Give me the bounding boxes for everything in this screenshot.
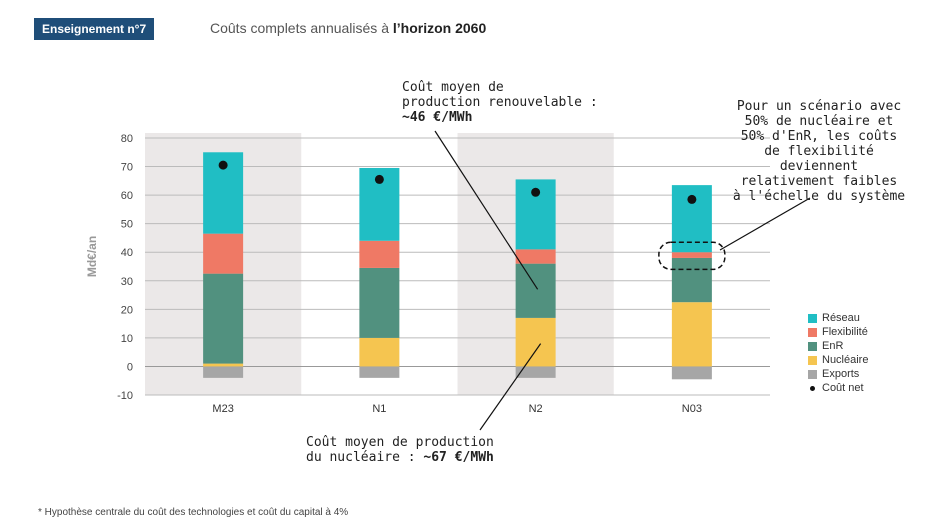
- bar-segment: [359, 366, 400, 378]
- legend-label: Coût net: [822, 382, 864, 394]
- legend-item: Flexibilité: [808, 325, 868, 339]
- renew-value: ~46 €/MWh: [402, 110, 473, 125]
- renew-line-2: production renouvelable :: [402, 95, 598, 110]
- legend-item: EnR: [808, 339, 868, 353]
- nuclear-leader-line: [479, 343, 542, 431]
- bar-segment: [671, 302, 712, 367]
- flex-line-1: Pour un scénario avec: [736, 99, 902, 114]
- legend-swatch: [808, 341, 817, 351]
- legend-label: Exports: [822, 368, 860, 380]
- bar-segment: [515, 317, 556, 367]
- legend-item: Réseau: [808, 311, 868, 325]
- bar-segment: [359, 337, 400, 367]
- renewable-cost-annotation: Coût moyen de production renouvelable : …: [402, 80, 598, 125]
- bar-segment: [671, 257, 712, 303]
- net-cost-point: [374, 174, 384, 184]
- bar-segment: [671, 366, 712, 380]
- flex-line-6: à l'échelle du système: [732, 189, 906, 204]
- nuclear-cost-annotation: Coût moyen de production du nucléaire : …: [306, 435, 494, 465]
- title-prefix: Coûts complets annualisés à: [210, 20, 393, 36]
- flex-line-2: 50% de nucléaire et: [744, 114, 894, 129]
- legend-label: Réseau: [822, 312, 860, 324]
- y-tick-label: 80: [121, 133, 133, 145]
- y-tick-label: 70: [121, 162, 133, 174]
- title-bold: l’horizon 2060: [392, 20, 487, 36]
- y-tick-label: 30: [121, 276, 133, 288]
- flex-line-5: relativement faibles: [740, 174, 898, 189]
- flexibility-leader-line: [719, 197, 811, 251]
- y-axis-label: Md€/an: [85, 236, 99, 277]
- net-cost-point: [218, 160, 228, 170]
- chart-legend: Réseau Flexibilité EnR Nucléaire Exports Coût…: [808, 311, 868, 395]
- y-tick-label: 50: [121, 219, 133, 231]
- y-tick-label: 40: [121, 247, 133, 259]
- flexibility-highlight-box: [658, 241, 726, 271]
- renew-line-1: Coût moyen de: [402, 80, 504, 95]
- flex-line-3: 50% d'EnR, les coûts: [740, 129, 898, 144]
- legend-label: Flexibilité: [822, 326, 868, 338]
- legend-label: EnR: [822, 340, 844, 352]
- flexibility-annotation: Pour un scénario avec 50% de nucléaire e…: [724, 99, 914, 204]
- legend-swatch: [808, 355, 817, 365]
- nuc-value: ~67 €/MWh: [423, 450, 494, 465]
- bar-segment: [203, 273, 244, 364]
- y-tick-label: -10: [117, 390, 133, 402]
- bar-segment: [359, 267, 400, 338]
- legend-item: Exports: [808, 367, 868, 381]
- bar-segment: [203, 363, 244, 367]
- net-cost-point: [687, 194, 697, 204]
- legend-item: Nucléaire: [808, 353, 868, 367]
- legend-swatch: [808, 369, 817, 379]
- page-title: Coûts complets annualisés à l’horizon 20…: [210, 20, 486, 36]
- renewable-leader-line: [434, 130, 539, 290]
- legend-dot: [810, 385, 815, 391]
- bar-segment: [203, 233, 244, 274]
- x-tick-label: N03: [682, 403, 702, 415]
- y-tick-label: 0: [127, 361, 133, 373]
- bar-segment: [359, 240, 400, 268]
- bar-segment: [671, 252, 712, 258]
- nuc-line-2: du nucléaire :: [306, 450, 424, 465]
- footnote: * Hypothèse centrale du coût des technol…: [38, 507, 349, 518]
- x-tick-label: N1: [372, 403, 386, 415]
- legend-swatch: [808, 313, 817, 323]
- legend-item: Coût net: [808, 381, 868, 395]
- bar-segment: [515, 366, 556, 378]
- nuc-line-1: Coût moyen de production: [306, 435, 494, 450]
- bar-segment: [203, 366, 244, 378]
- bar-segment: [515, 249, 556, 264]
- flex-line-4: de flexibilité deviennent: [764, 144, 874, 174]
- legend-label: Nucléaire: [822, 354, 869, 366]
- section-badge: Enseignement n°7: [34, 18, 155, 40]
- y-tick-label: 10: [121, 333, 133, 345]
- y-tick-label: 20: [121, 304, 133, 316]
- bar-segment: [515, 263, 556, 318]
- y-tick-label: 60: [121, 190, 133, 202]
- x-tick-label: N2: [529, 403, 543, 415]
- net-cost-point: [531, 187, 541, 197]
- legend-swatch: [808, 327, 817, 337]
- x-tick-label: M23: [212, 403, 233, 415]
